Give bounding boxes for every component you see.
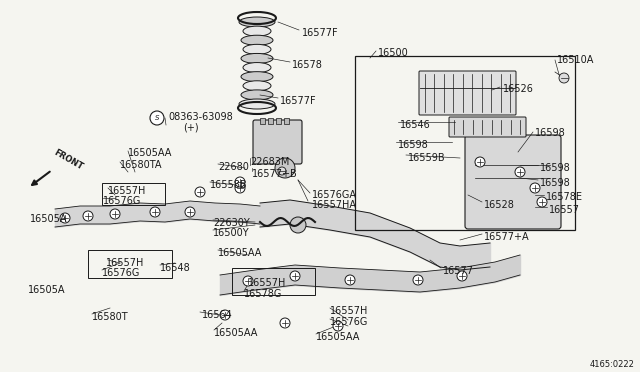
Text: 22683M: 22683M: [250, 157, 289, 167]
Ellipse shape: [241, 35, 273, 45]
Text: 16557HA: 16557HA: [312, 200, 357, 210]
Ellipse shape: [243, 62, 271, 73]
Text: 16558B: 16558B: [210, 180, 248, 190]
Text: 16577F: 16577F: [280, 96, 317, 106]
Text: 16576G: 16576G: [330, 317, 369, 327]
Circle shape: [275, 158, 295, 178]
Circle shape: [235, 183, 245, 193]
Text: 16500: 16500: [378, 48, 409, 58]
Text: 16505AA: 16505AA: [128, 148, 172, 158]
Circle shape: [220, 310, 230, 320]
Text: 16598: 16598: [398, 140, 429, 150]
Text: 16580TA: 16580TA: [120, 160, 163, 170]
Bar: [102, 183, 165, 205]
Text: 16557H: 16557H: [108, 186, 147, 196]
Text: (+): (+): [183, 123, 198, 133]
Bar: [284, 118, 289, 124]
Circle shape: [83, 211, 93, 221]
Ellipse shape: [241, 72, 273, 82]
Ellipse shape: [243, 81, 271, 91]
Circle shape: [110, 209, 120, 219]
Circle shape: [150, 111, 164, 125]
Text: 16578E: 16578E: [546, 192, 583, 202]
FancyBboxPatch shape: [419, 71, 516, 115]
Text: 16505A: 16505A: [28, 285, 65, 295]
Text: 22680: 22680: [218, 162, 249, 172]
Circle shape: [290, 217, 306, 233]
Ellipse shape: [243, 44, 271, 54]
Circle shape: [530, 183, 540, 193]
Text: S: S: [155, 115, 159, 122]
Text: 16577F: 16577F: [302, 28, 339, 38]
Text: FRONT: FRONT: [52, 148, 84, 172]
Ellipse shape: [241, 54, 273, 64]
Text: 16577+B: 16577+B: [252, 169, 298, 179]
Text: 16598: 16598: [540, 178, 571, 188]
Circle shape: [278, 167, 286, 175]
Text: 16505AA: 16505AA: [218, 248, 262, 258]
FancyBboxPatch shape: [449, 117, 526, 137]
Text: 16548: 16548: [160, 263, 191, 273]
FancyBboxPatch shape: [465, 135, 561, 229]
Ellipse shape: [239, 99, 275, 109]
Circle shape: [280, 318, 290, 328]
Circle shape: [345, 275, 355, 285]
Text: 16578: 16578: [292, 60, 323, 70]
Text: 16576GA: 16576GA: [312, 190, 357, 200]
Circle shape: [235, 177, 245, 187]
Bar: [232, 268, 315, 295]
Circle shape: [515, 167, 525, 177]
Text: 16510A: 16510A: [557, 55, 595, 65]
Circle shape: [457, 271, 467, 281]
FancyBboxPatch shape: [253, 120, 302, 164]
Circle shape: [333, 321, 343, 331]
Text: 16557H: 16557H: [248, 278, 286, 288]
Text: 08363-63098: 08363-63098: [168, 112, 233, 122]
Circle shape: [185, 207, 195, 217]
Text: 16577+A: 16577+A: [484, 232, 530, 242]
Text: 16546: 16546: [400, 120, 431, 130]
Ellipse shape: [239, 17, 275, 27]
Bar: [268, 118, 273, 124]
Text: 16505AA: 16505AA: [214, 328, 259, 338]
Text: 16564: 16564: [202, 310, 233, 320]
Circle shape: [413, 275, 423, 285]
Circle shape: [60, 213, 70, 223]
Circle shape: [150, 207, 160, 217]
Bar: [260, 118, 265, 124]
Text: 16526: 16526: [503, 84, 534, 94]
Text: 16576G: 16576G: [102, 268, 140, 278]
Circle shape: [243, 276, 253, 286]
Text: 16580T: 16580T: [92, 312, 129, 322]
Circle shape: [537, 197, 547, 207]
Text: 16528: 16528: [484, 200, 515, 210]
Text: 16505AA: 16505AA: [316, 332, 360, 342]
Circle shape: [195, 187, 205, 197]
Text: 22630Y: 22630Y: [213, 218, 250, 228]
Ellipse shape: [243, 26, 271, 36]
Text: 16557H: 16557H: [106, 258, 145, 268]
Text: 16577: 16577: [443, 266, 474, 276]
Text: 16576G: 16576G: [103, 196, 141, 206]
Ellipse shape: [241, 90, 273, 100]
Circle shape: [290, 271, 300, 281]
Text: 16578G: 16578G: [244, 289, 282, 299]
Text: 16598: 16598: [540, 163, 571, 173]
Text: 16557H: 16557H: [330, 306, 369, 316]
Text: 16557: 16557: [549, 205, 580, 215]
Text: 16505A: 16505A: [30, 214, 67, 224]
Text: 16559B: 16559B: [408, 153, 445, 163]
Bar: [88, 250, 172, 278]
Bar: [355, 56, 575, 230]
Circle shape: [475, 157, 485, 167]
Bar: [276, 118, 281, 124]
Text: 16500Y: 16500Y: [213, 228, 250, 238]
Text: 16598: 16598: [535, 128, 566, 138]
Text: 4165:0222: 4165:0222: [590, 360, 635, 369]
Circle shape: [559, 73, 569, 83]
